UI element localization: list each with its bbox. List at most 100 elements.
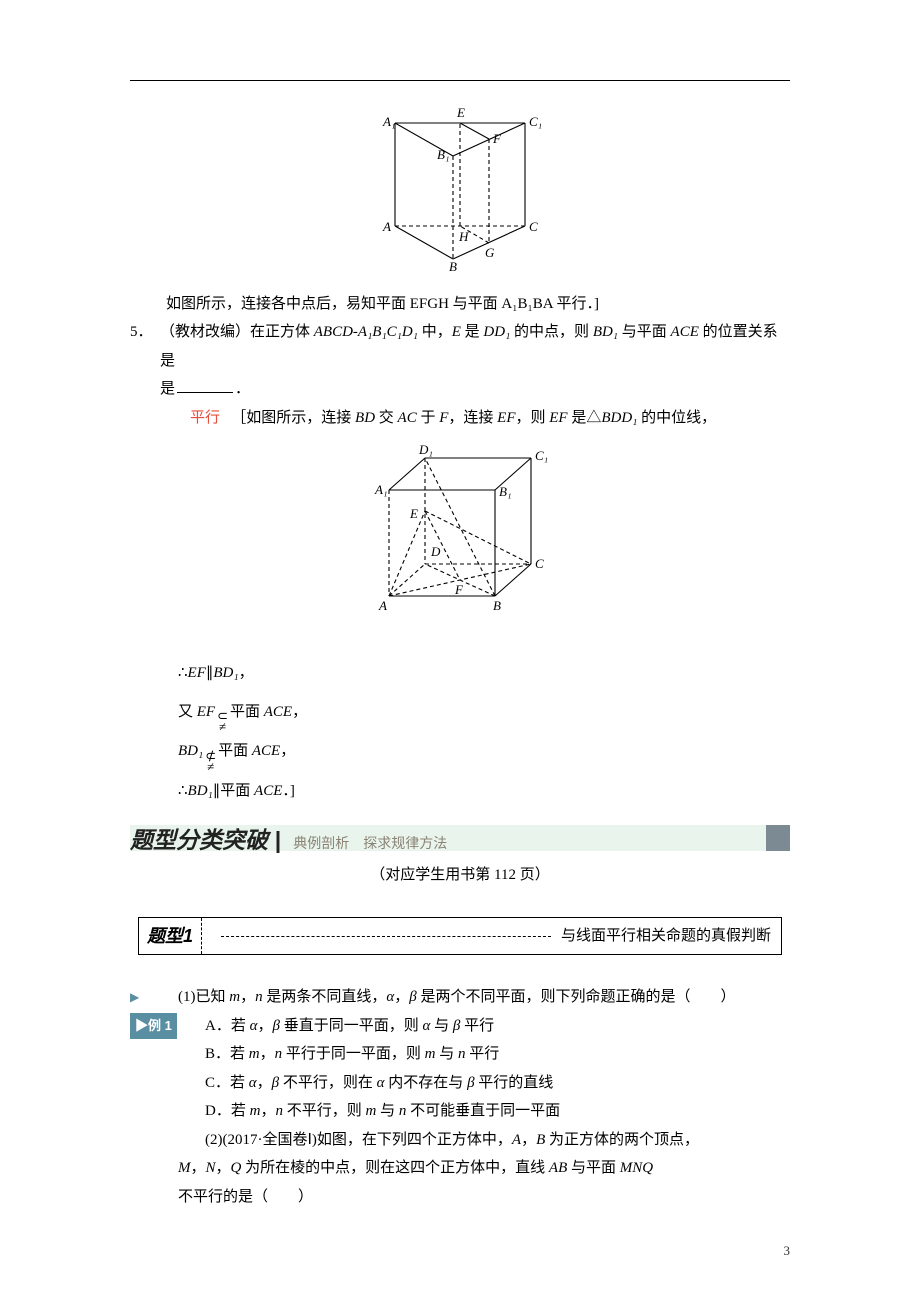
q5-c: 是: [461, 324, 484, 340]
ex-badge: ▶例 1: [130, 1013, 177, 1040]
q5-ace: ACE: [671, 324, 699, 340]
l3-ace: ACE: [252, 743, 280, 759]
optB-m: m: [249, 1046, 260, 1062]
q5-dd1: DD₁: [483, 324, 510, 340]
c-C1: C₁: [535, 448, 548, 463]
l4-end: ．]: [282, 783, 295, 799]
ex-N: N: [206, 1160, 216, 1176]
expl-t4: ，则: [516, 410, 550, 426]
optC-c: ，: [257, 1075, 272, 1091]
optD-t2: 不平行，则: [283, 1103, 366, 1119]
optB-t3: 与: [436, 1046, 459, 1062]
topic-box: 题型1 与线面平行相关命题的真假判断: [138, 917, 782, 955]
ex-p3: M，N，Q 为所在棱的中点，则在这四个正方体中，直线 AB 与平面 MNQ 不平…: [178, 1154, 790, 1211]
q5-tail: 是: [160, 381, 175, 397]
ex-badge-r: 1: [165, 1018, 172, 1033]
expl-ac: AC: [398, 410, 417, 426]
optC-t4: 平行的直线: [475, 1075, 554, 1091]
l2-mid: 平面: [230, 704, 264, 720]
optA-t3: 与: [430, 1018, 453, 1034]
optC-t2: 不平行，则在: [279, 1075, 377, 1091]
q5-number: 5．: [130, 318, 160, 404]
c-C: C: [535, 556, 544, 571]
figure-prism: A₁ E C₁ B₁ F A C H G B: [130, 101, 790, 282]
lbl-H: H: [458, 229, 469, 244]
banner-title: 题型分类突破 | 典例剖析 探求规律方法: [130, 819, 447, 863]
lbl-B: B: [449, 259, 457, 271]
q5-period: ．: [235, 381, 250, 397]
ex-p2a: (2)(2017·全国卷Ⅰ)如图，在下列四个正方体中，: [205, 1132, 512, 1148]
optD-m2: m: [365, 1103, 376, 1119]
expl-t6: 的中位线，: [637, 410, 716, 426]
ex-c4: ，: [216, 1160, 231, 1176]
topic-right: 与线面平行相关命题的真假判断: [551, 918, 781, 954]
optC-t3: 内不存在与: [385, 1075, 468, 1091]
ex-MNQ: MNQ: [620, 1160, 653, 1176]
subset-neq-icon: ⊂≠: [217, 710, 228, 732]
math-line-4: ∴BD₁∥平面 ACE．]: [178, 772, 790, 811]
c-F: F: [454, 582, 464, 597]
l4-pre: ∴: [178, 783, 188, 799]
l2-pre: 又: [178, 704, 197, 720]
l2-end: ，: [292, 704, 307, 720]
expl-ef2: EF: [549, 410, 567, 426]
cube-svg: D₁ C₁ A₁ B₁ E D C F A B: [355, 440, 565, 635]
lbl-G: G: [485, 245, 495, 260]
section-banner: 题型分类突破 | 典例剖析 探求规律方法: [0, 825, 920, 851]
l1-pre: ∴: [178, 665, 188, 681]
c-D1: D₁: [418, 442, 433, 457]
lbl-B1: B₁: [437, 147, 449, 162]
optD-t1: 若: [231, 1103, 250, 1119]
opt-C: C．若 α，β 不平行，则在 α 内不存在与 β 平行的直线: [205, 1069, 790, 1098]
l4-bd1: BD₁: [188, 783, 213, 799]
optD-c: ，: [260, 1103, 275, 1119]
optA-t2: 垂直于同一平面，则: [280, 1018, 423, 1034]
l3-mid: 平面: [218, 743, 252, 759]
l3-end: ，: [280, 743, 295, 759]
optA-l: A．: [205, 1018, 231, 1034]
optB-m2: m: [425, 1046, 436, 1062]
optB-t4: 平行: [466, 1046, 500, 1062]
optA-c: ，: [257, 1018, 272, 1034]
optD-n: n: [275, 1103, 283, 1119]
ex-B: B: [536, 1132, 545, 1148]
optB-t1: 若: [230, 1046, 249, 1062]
figure-cube: D₁ C₁ A₁ B₁ E D C F A B: [130, 440, 790, 646]
lbl-C: C: [529, 219, 538, 234]
q5-body: （教材改编）在正方体 ABCD-A₁B₁C₁D₁ 中，E 是 DD₁ 的中点，则…: [160, 318, 790, 404]
ex-c3: ，: [191, 1160, 206, 1176]
lbl-C1: C₁: [529, 114, 542, 129]
c-E: E: [409, 506, 418, 521]
ex-p3b: 为所在棱的中点，则在这四个正方体中，直线: [241, 1160, 549, 1176]
optD-m: m: [250, 1103, 261, 1119]
ex-badge-l: ▶例: [135, 1018, 161, 1033]
banner-accent: [766, 825, 790, 851]
q5-blank: [177, 377, 233, 394]
banner-sub: 典例剖析 探求规律方法: [293, 835, 447, 851]
fig1-caption-text: 如图所示，连接各中点后，易知平面 EFGH 与平面 A₁B₁BA 平行．]: [166, 296, 599, 312]
optA-b: β: [273, 1018, 280, 1034]
ex-arrow-icon: ▶: [130, 990, 139, 1004]
q5-answer: 平行: [190, 410, 220, 426]
optC-b2: β: [467, 1075, 474, 1091]
l1-ef: EF: [188, 665, 206, 681]
optA-t1: 若: [231, 1018, 250, 1034]
ex-p1a: (1)已知: [178, 989, 229, 1005]
ex-c2b: ，: [521, 1132, 536, 1148]
opt-B: B．若 m，n 平行于同一平面，则 m 与 n 平行: [205, 1040, 790, 1069]
prism-svg: A₁ E C₁ B₁ F A C H G B: [355, 101, 565, 271]
optB-c: ，: [260, 1046, 275, 1062]
lbl-F: F: [492, 131, 502, 146]
opt-D: D．若 m，n 不平行，则 m 与 n 不可能垂直于同一平面: [205, 1097, 790, 1126]
optC-t1: 若: [230, 1075, 249, 1091]
ex-Q: Q: [231, 1160, 242, 1176]
lbl-A1: A₁: [382, 114, 395, 129]
c-B1: B₁: [499, 484, 511, 499]
topic-dashes: [221, 936, 551, 937]
example-1: ▶▶例 1 (1)已知 m，n 是两条不同直线，α，β 是两个不同平面，则下列命…: [130, 983, 790, 1211]
expl-bdd1: BDD₁: [601, 410, 637, 426]
c-A: A: [378, 598, 387, 613]
optB-n2: n: [458, 1046, 466, 1062]
c-D: D: [430, 544, 441, 559]
ex-p2: (2)(2017·全国卷Ⅰ)如图，在下列四个正方体中，A，B 为正方体的两个顶点…: [205, 1126, 790, 1155]
